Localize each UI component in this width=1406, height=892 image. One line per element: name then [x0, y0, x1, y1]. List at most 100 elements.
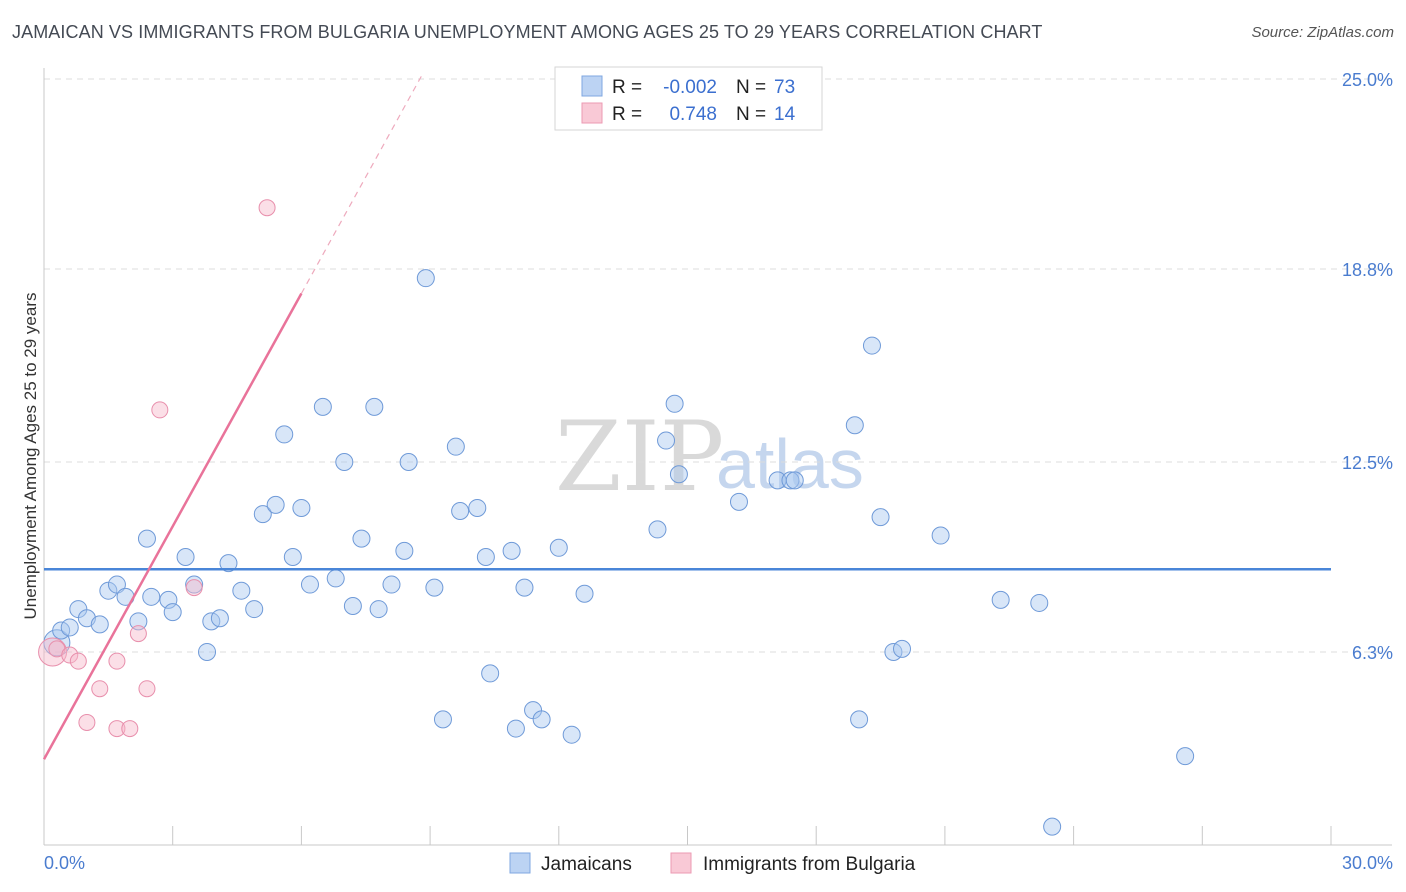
bulgaria-point: [108, 720, 126, 738]
legend-r-value-1: -0.002: [663, 77, 717, 98]
jamaicans-point: [871, 508, 890, 527]
jamaicans-point: [107, 575, 126, 594]
jamaicans-point: [451, 502, 470, 521]
legend-box: R = -0.002 N = 73 R = 0.748 N = 14: [554, 66, 823, 131]
jamaicans-point: [163, 603, 182, 622]
jamaicans-point: [665, 394, 684, 413]
jamaicans-point: [343, 597, 362, 616]
jamaicans-point: [90, 615, 109, 634]
legend-swatch-bulgaria: [581, 102, 603, 124]
jamaicans-point: [60, 618, 79, 637]
jamaicans-point: [210, 609, 229, 628]
bulgaria-point: [151, 401, 169, 419]
jamaicans-point: [893, 639, 911, 658]
jamaicans-point: [502, 541, 521, 560]
y-tick-label-3: 25.0%: [1342, 70, 1393, 90]
bulgaria-point: [129, 625, 147, 643]
jamaicans-point: [1030, 593, 1049, 612]
jamaicans-point: [176, 547, 195, 566]
jamaicans-point: [382, 575, 401, 594]
jamaicans-point: [300, 575, 319, 594]
jamaicans-point: [648, 520, 667, 539]
jamaicans-point: [785, 471, 804, 490]
bulgaria-point: [108, 652, 126, 670]
y-tick-label-2: 18.8%: [1342, 260, 1393, 280]
jamaicans-point: [399, 453, 418, 471]
legend-n-label-2: N =: [736, 104, 766, 125]
legend-r-label-1: R =: [612, 77, 642, 98]
legend-r-value-2: 0.748: [669, 104, 717, 125]
jamaicans-point: [481, 664, 500, 683]
source-credit: Source: ZipAtlas.com: [1251, 24, 1394, 41]
series-bulgaria: [38, 199, 276, 738]
jamaicans-point: [266, 495, 285, 514]
watermark-atlas: atlas: [716, 425, 864, 503]
jamaicans-point: [292, 498, 311, 517]
jamaicans-point: [219, 554, 238, 573]
legend-n-value-1: 73: [774, 77, 795, 98]
bulgaria-trend-extension: [300, 75, 423, 294]
jamaicans-point: [365, 397, 384, 416]
bulgaria-point: [258, 199, 276, 217]
legend-n-label-1: N =: [736, 77, 766, 98]
jamaicans-point: [326, 569, 345, 588]
y-tick-label-1: 12.5%: [1342, 453, 1393, 473]
x-tick-label-0: 0.0%: [44, 853, 85, 873]
jamaicans-point: [575, 584, 594, 603]
watermark-zip: ZIP: [555, 401, 724, 513]
bulgaria-point: [61, 646, 79, 664]
bottom-legend-swatch-jamaicans: [509, 852, 531, 874]
legend-n-value-2: 14: [774, 104, 796, 125]
bulgaria-point: [69, 652, 87, 670]
bulgaria-trend-line: [42, 292, 303, 760]
jamaicans-point: [369, 600, 388, 619]
jamaicans-point: [506, 719, 525, 738]
bottom-legend-bulgaria: Immigrants from Bulgaria: [703, 854, 916, 875]
jamaicans-point: [549, 538, 568, 557]
legend-swatch-jamaicans: [581, 75, 603, 97]
jamaicans-point: [850, 710, 869, 729]
jamaicans-point: [253, 505, 272, 524]
jamaicans-point: [433, 710, 452, 729]
jamaicans-point: [352, 529, 371, 548]
legend-r-label-2: R =: [612, 104, 642, 125]
trend-lines: [42, 75, 1331, 760]
jamaicans-point: [532, 710, 551, 729]
jamaicans-point: [781, 471, 800, 490]
series-jamaicans: [43, 269, 1195, 836]
jamaicans-point: [931, 526, 950, 545]
jamaicans-point: [395, 541, 414, 560]
jamaicans-point: [1043, 817, 1062, 836]
bulgaria-point: [121, 720, 139, 738]
jamaicans-point: [245, 600, 264, 619]
y-tick-label-0: 6.3%: [1352, 643, 1393, 663]
jamaicans-point: [729, 492, 748, 511]
gridlines: [44, 78, 1392, 653]
bulgaria-point: [91, 680, 109, 698]
bulgaria-point: [138, 680, 156, 698]
x-tick-labels: 0.0% 30.0%: [44, 853, 1393, 873]
jamaicans-point: [468, 498, 487, 517]
jamaicans-point: [142, 587, 161, 606]
jamaicans-point: [515, 578, 534, 597]
jamaicans-point: [275, 425, 294, 444]
jamaicans-point: [137, 529, 156, 548]
jamaicans-point: [476, 547, 495, 566]
axes: [43, 68, 1392, 846]
bulgaria-point: [38, 637, 68, 667]
jamaicans-point: [43, 629, 71, 657]
jamaicans-point: [991, 590, 1010, 609]
bottom-legend: Jamaicans Immigrants from Bulgaria: [509, 852, 916, 875]
y-axis-label: Unemployment Among Ages 25 to 29 years: [21, 293, 40, 620]
jamaicans-point: [425, 578, 444, 597]
chart-title: JAMAICAN VS IMMIGRANTS FROM BULGARIA UNE…: [12, 22, 1043, 42]
x-tick-label-1: 30.0%: [1342, 853, 1393, 873]
jamaicans-point: [335, 453, 354, 471]
bottom-legend-swatch-bulgaria: [670, 852, 692, 874]
y-tick-labels: 6.3% 12.5% 18.8% 25.0%: [1342, 70, 1393, 663]
jamaicans-point: [862, 336, 881, 355]
jamaicans-point: [283, 547, 302, 566]
jamaicans-point: [416, 269, 435, 288]
jamaicans-point: [232, 581, 251, 600]
jamaicans-point: [845, 416, 864, 435]
